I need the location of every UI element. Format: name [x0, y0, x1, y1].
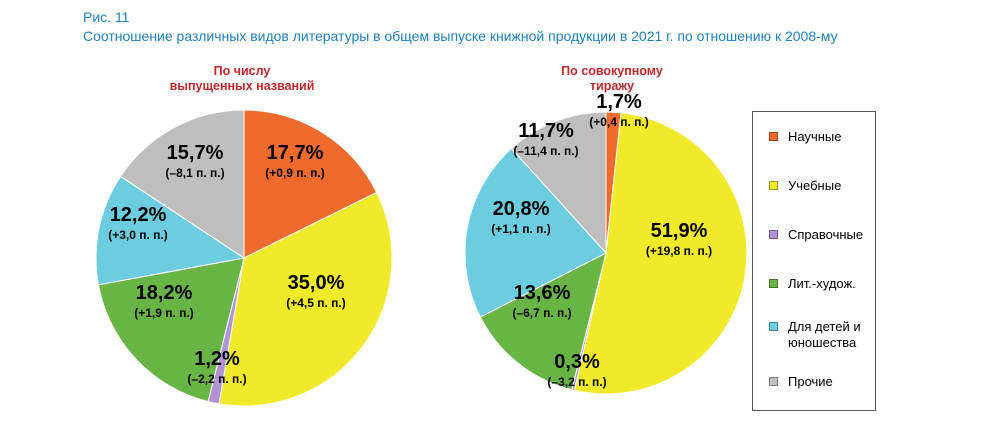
pie-2-change-label-2: (+19,8 п. п.): [646, 244, 712, 258]
pie-1-slice-2: [218, 191, 393, 407]
pie-2-slice-5: [464, 147, 607, 318]
pie-2-slice-4: [479, 252, 607, 391]
legend-label: Научные: [788, 129, 842, 144]
pie-2-change-label-1: (+0,4 п. п.): [589, 115, 649, 129]
pie-1-change-label-5: (+3,0 п. п.): [108, 228, 168, 242]
pie-1-title: По числу выпущенных названий: [169, 64, 315, 93]
pie-2-change-label-4: (–6,7 п. п.): [512, 306, 571, 320]
legend-item-2: Учебные: [769, 178, 841, 194]
pie-2-value-label-6: 11,7%: [518, 120, 574, 142]
pie-1-change-label-3: (–2,2 п. п.): [187, 372, 246, 386]
legend-item-4: Лит.-худож.: [769, 276, 856, 292]
pie-2-value-label-4: 13,6%: [514, 282, 571, 304]
legend-swatch: [769, 230, 778, 239]
pie-chart-circulation: 1,7% (+0,4 п. п.) 51,9% (+19,8 п. п.) 0,3% (–…: [464, 91, 748, 395]
pie-2-value-label-1: 1,7%: [596, 91, 642, 113]
pie-2-slice-6: [510, 111, 607, 255]
legend-swatch: [769, 181, 778, 190]
pie-1-value-label-5: 12,2%: [110, 204, 167, 226]
legend-swatch: [769, 279, 778, 288]
legend-label: Лит.-худож.: [788, 276, 856, 291]
legend-label: Учебные: [788, 178, 842, 193]
pie-1-slice-6: [119, 109, 245, 259]
pie-1-slice-4: [97, 257, 245, 403]
pie-2-title: По совокупному тиражу: [561, 64, 663, 93]
pie-2-change-label-6: (–11,4 п. п.): [513, 144, 578, 158]
legend-label: Прочие: [788, 374, 833, 389]
legend-swatch: [769, 377, 778, 386]
pie-1-change-label-1: (+0,9 п. п.): [265, 166, 325, 180]
pie-2-slice-2: [573, 112, 748, 395]
legend-label: Справочные: [788, 227, 864, 242]
pie-2-value-label-3: 0,3%: [554, 351, 600, 373]
pie-1-value-label-2: 35,0%: [288, 272, 345, 294]
pie-1-slice-5: [95, 175, 246, 286]
pie-2-value-label-5: 20,8%: [493, 198, 550, 220]
legend-swatch: [769, 322, 778, 331]
pie-1-value-label-4: 18,2%: [136, 282, 193, 304]
pie-1-value-label-1: 17,7%: [267, 142, 324, 164]
legend-item-3: Справочные: [769, 227, 863, 243]
legend: Научные Учебные Справочные Лит.-худож. Для д…: [752, 111, 876, 411]
legend-swatch: [769, 132, 778, 141]
pie-1-change-label-2: (+4,5 п. п.): [286, 296, 346, 310]
pie-2-value-label-2: 51,9%: [651, 220, 708, 242]
figure-title: Соотношение различных видов литературы в…: [83, 28, 838, 44]
pie-1-slice-1: [243, 109, 378, 259]
legend-item-5: Для детей и юношества: [769, 319, 861, 351]
pie-1-change-label-6: (–8,1 п. п.): [165, 166, 224, 180]
pie-2-change-label-5: (+1,1 п. п.): [491, 222, 551, 236]
legend-item-6: Прочие: [769, 374, 833, 390]
pie-chart-titles: 17,7% (+0,9 п. п.) 35,0% (+4,5 п. п.) 1,2% (–…: [95, 109, 393, 407]
legend-item-1: Научные: [769, 129, 842, 145]
pie-1-value-label-3: 1,2%: [194, 348, 240, 370]
pie-1-change-label-4: (+1,9 п. п.): [134, 306, 194, 320]
pie-2-change-label-3: (–3,2 п. п.): [547, 375, 606, 389]
pie-1-value-label-6: 15,7%: [167, 142, 224, 164]
legend-label: Для детей и юношества: [788, 319, 861, 350]
figure-label: Рис. 11: [83, 9, 130, 25]
